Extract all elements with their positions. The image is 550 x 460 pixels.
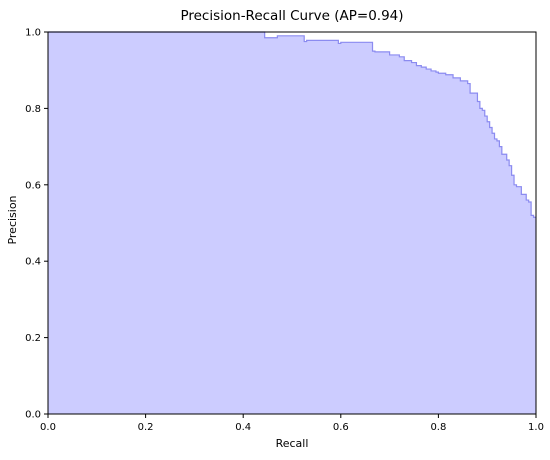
x-axis-label: Recall <box>276 437 309 450</box>
y-tick-label: 0.6 <box>25 180 41 191</box>
x-axis: 0.0 0.2 0.4 0.6 0.8 1.0 <box>40 414 544 433</box>
chart-title: Precision-Recall Curve (AP=0.94) <box>180 8 403 24</box>
y-axis: 0.0 0.2 0.4 0.6 0.8 1.0 <box>25 28 48 421</box>
plot-area <box>48 31 536 414</box>
x-tick-label: 1.0 <box>528 422 544 433</box>
x-tick-label: 0.0 <box>40 422 56 433</box>
y-tick-label: 0.2 <box>25 333 41 344</box>
y-tick-label: 0.0 <box>25 410 41 421</box>
x-tick-label: 0.2 <box>138 422 154 433</box>
pr-area-fill <box>48 32 536 414</box>
y-tick-label: 1.0 <box>25 28 41 39</box>
pr-step-line <box>48 31 536 218</box>
axes-frame <box>47 31 537 415</box>
y-tick-label: 0.8 <box>25 104 41 115</box>
x-tick-label: 0.6 <box>333 422 349 433</box>
y-axis-label: Precision <box>6 195 19 244</box>
x-tick-label: 0.8 <box>430 422 446 433</box>
y-tick-label: 0.4 <box>25 257 41 268</box>
x-tick-label: 0.4 <box>235 422 251 433</box>
